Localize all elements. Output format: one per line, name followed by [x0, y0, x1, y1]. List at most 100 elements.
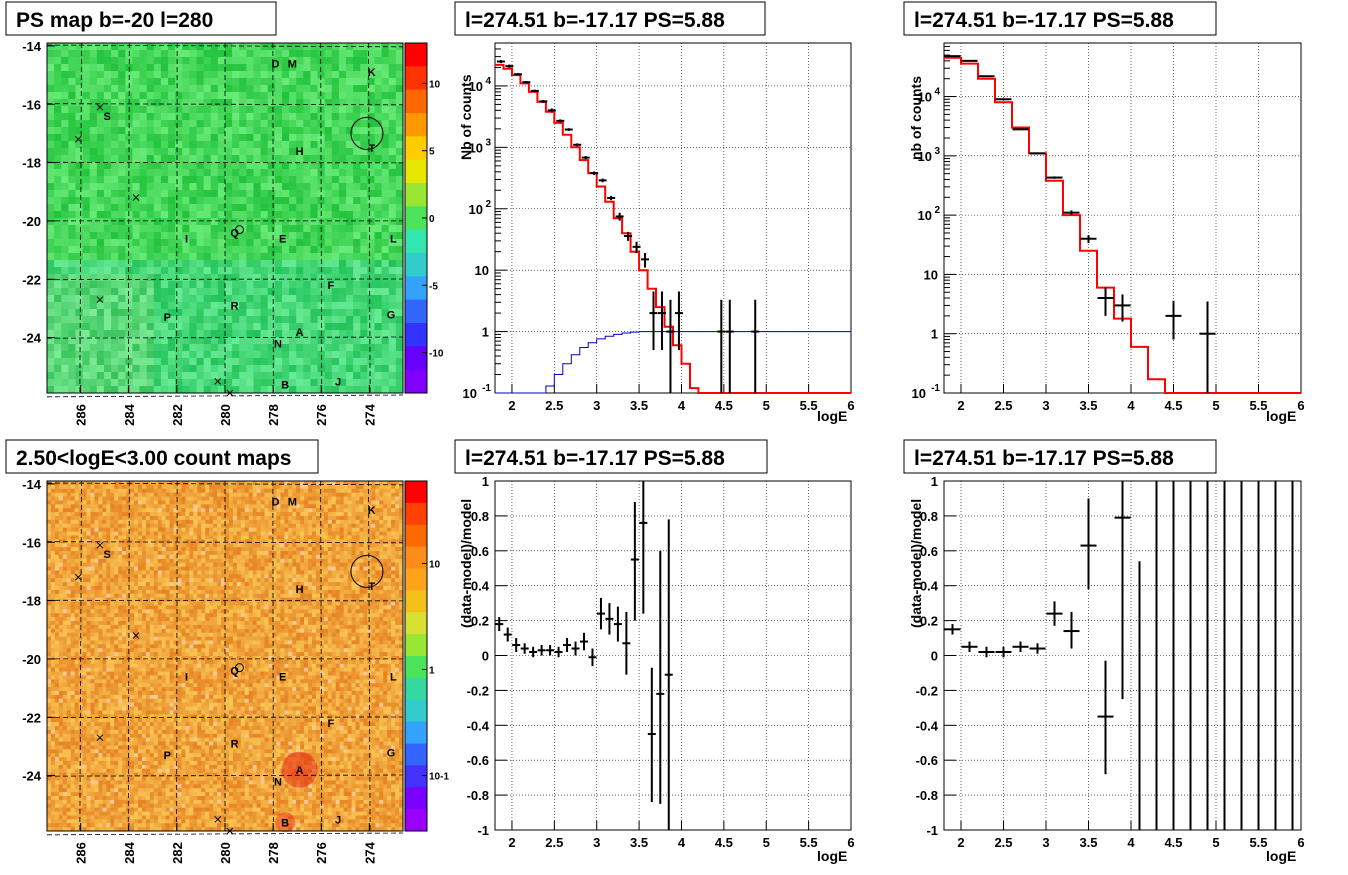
map-pixel	[134, 768, 139, 774]
map-pixel	[98, 562, 103, 568]
map-pixel	[114, 652, 119, 657]
map-pixel	[110, 601, 115, 606]
map-pixel	[118, 134, 126, 142]
map-pixel	[75, 281, 84, 289]
map-pixel	[267, 267, 276, 275]
map-pixel	[94, 593, 99, 599]
map-pixel	[232, 302, 240, 310]
map-pixel	[225, 99, 233, 107]
map-pixel	[217, 113, 226, 121]
map-pixel	[61, 218, 69, 226]
map-pixel	[139, 267, 148, 275]
map-pixel	[54, 232, 62, 240]
map-pixel	[346, 92, 354, 100]
ps-map-panel: 286 284 282 280 278 276 274-14-16-18-20-22-24D…	[22, 39, 404, 426]
map-pixel	[74, 788, 80, 793]
circle-icon	[234, 225, 244, 235]
map-pixel	[62, 519, 68, 525]
map-pixel	[62, 691, 68, 696]
map-pixel	[61, 78, 69, 86]
map-pixel	[106, 710, 111, 715]
map-pixel	[122, 807, 127, 813]
map-pixel	[130, 621, 135, 626]
map-pixel	[289, 344, 297, 352]
map-pixel	[82, 823, 88, 828]
map-pixel	[94, 702, 99, 708]
spec-left-title-box: l=274.51 b=-17.17 PS=5.88	[454, 1, 766, 36]
map-pixel	[289, 218, 297, 226]
map-pixel	[274, 351, 283, 359]
map-pixel	[62, 558, 68, 564]
map-pixel	[110, 729, 115, 735]
map-grid-lat-line	[47, 394, 404, 398]
map-pixel	[62, 597, 68, 603]
map-pixel	[137, 558, 143, 564]
map-pixel	[96, 281, 105, 289]
map-pixel	[232, 64, 240, 72]
map-pixel	[70, 644, 76, 649]
map-pixel	[239, 232, 247, 240]
map-pixel	[239, 295, 247, 303]
map-pixel	[353, 197, 361, 205]
map-pixel	[149, 671, 155, 676]
map-pixel	[331, 127, 340, 135]
map-pixel	[75, 85, 84, 93]
map-pixel	[141, 582, 147, 587]
map-pixel	[96, 344, 105, 352]
map-pixel	[54, 504, 60, 509]
map-pixel	[353, 379, 361, 387]
map-pixel	[54, 225, 62, 233]
map-pixel	[110, 675, 115, 680]
map-pixel	[132, 344, 141, 352]
map-pixel	[66, 714, 72, 719]
map-pixel	[260, 204, 269, 212]
map-pixel	[125, 141, 133, 149]
map-pixel	[149, 632, 155, 638]
map-pixel	[145, 714, 151, 719]
map-pixel	[62, 757, 68, 762]
map-pixel	[395, 162, 404, 170]
map-pixel	[61, 372, 69, 380]
map-pixel	[139, 64, 148, 72]
map-pixel	[118, 640, 123, 645]
map-pixel	[50, 543, 56, 548]
map-pixel	[110, 636, 115, 641]
map-pixel	[296, 372, 304, 380]
map-pixel	[267, 141, 276, 149]
map-pixel	[114, 512, 119, 517]
map-pixel	[153, 309, 162, 317]
map-pixel	[374, 281, 383, 289]
map-pixel	[160, 162, 169, 170]
map-pixel	[232, 281, 240, 289]
map-pixel	[388, 379, 397, 387]
map-pixel	[54, 706, 60, 711]
map-pixel	[253, 351, 262, 359]
map-pixel	[114, 648, 119, 653]
map-pixel	[130, 737, 135, 743]
map-pixel	[134, 535, 139, 540]
map-pixel	[182, 253, 190, 261]
map-pixel	[388, 120, 397, 128]
map-pixel	[246, 267, 254, 275]
map-pixel	[137, 566, 143, 571]
map-pixel	[47, 788, 52, 793]
map-pixel	[122, 788, 127, 793]
map-pixel	[182, 50, 190, 58]
map-pixel	[96, 267, 105, 275]
map-pixel	[47, 726, 52, 731]
map-pixel	[303, 267, 311, 275]
map-pixel	[74, 535, 80, 540]
map-pixel	[134, 749, 139, 754]
map-pixel	[239, 162, 247, 170]
map-pixel	[82, 566, 88, 571]
map-pixel	[82, 57, 91, 65]
map-pixel	[175, 379, 183, 387]
map-pixel	[90, 714, 95, 719]
map-pixel	[134, 702, 139, 708]
map-pixel	[141, 527, 147, 533]
map-pixel	[303, 197, 311, 205]
map-pixel	[70, 574, 76, 579]
map-pixel	[111, 274, 119, 282]
map-pixel	[62, 621, 68, 626]
map-pixel	[111, 211, 119, 219]
